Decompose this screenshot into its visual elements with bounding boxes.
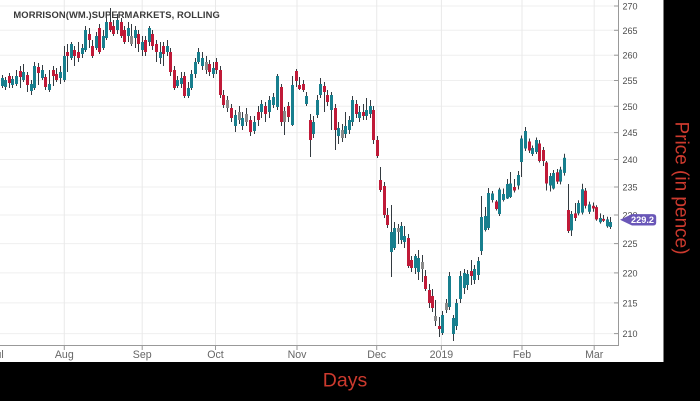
svg-text:240: 240 <box>623 155 638 165</box>
svg-text:235: 235 <box>623 183 638 193</box>
svg-text:Oct: Oct <box>207 349 224 361</box>
svg-text:250: 250 <box>623 102 638 112</box>
svg-text:229.2: 229.2 <box>631 215 654 225</box>
svg-text:225: 225 <box>623 239 638 249</box>
svg-text:260: 260 <box>623 51 638 61</box>
svg-text:215: 215 <box>623 298 638 308</box>
svg-text:255: 255 <box>623 76 638 86</box>
svg-text:Aug: Aug <box>55 349 74 361</box>
svg-text:245: 245 <box>623 128 638 138</box>
svg-text:Jul: Jul <box>0 349 4 361</box>
svg-text:Sep: Sep <box>133 349 152 361</box>
svg-text:Price (in pence): Price (in pence) <box>671 121 692 254</box>
svg-text:270: 270 <box>623 2 638 12</box>
svg-text:265: 265 <box>623 26 638 36</box>
svg-text:Dec: Dec <box>367 349 387 361</box>
svg-text:210: 210 <box>623 329 638 339</box>
svg-text:MORRISON(WM.)SUPERMARKETS, ROL: MORRISON(WM.)SUPERMARKETS, ROLLING <box>13 9 220 20</box>
svg-text:Mar: Mar <box>585 349 604 361</box>
svg-text:220: 220 <box>623 268 638 278</box>
svg-text:2019: 2019 <box>430 349 454 361</box>
svg-text:Feb: Feb <box>513 349 531 361</box>
svg-text:Nov: Nov <box>288 349 308 361</box>
svg-text:Days: Days <box>323 370 368 392</box>
